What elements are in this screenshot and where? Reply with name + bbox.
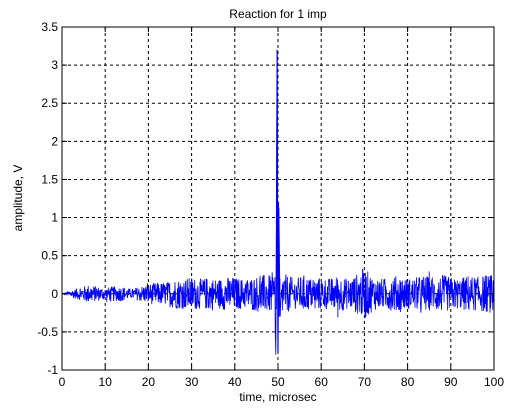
series-layer xyxy=(61,49,495,355)
y-tick-label: 2.5 xyxy=(41,96,58,110)
x-tick-label: 20 xyxy=(142,375,156,389)
y-tick-label: 3.5 xyxy=(41,20,58,34)
x-tick-label: 40 xyxy=(228,375,242,389)
ticks xyxy=(61,26,495,371)
x-tick-label: 80 xyxy=(401,375,415,389)
y-tick-label: 0.5 xyxy=(41,249,58,263)
y-axis-title: amplitude, V xyxy=(11,165,25,232)
y-tick-label: -1 xyxy=(47,363,58,377)
x-axis-title: time, microsec xyxy=(239,390,316,404)
y-tick-label: 0 xyxy=(51,287,58,301)
y-tick-label: 1 xyxy=(51,211,58,225)
chart-title: Reaction for 1 imp xyxy=(229,7,327,21)
tick-labels: 0 10 20 30 40 50 60 70 80 90 100 -1 -0.5 0 0.5 1 1.5 2 2.5… xyxy=(37,20,504,389)
x-tick-label: 70 xyxy=(358,375,372,389)
series-spike xyxy=(275,49,281,351)
x-tick-label: 90 xyxy=(444,375,458,389)
y-tick-label: 1.5 xyxy=(41,172,58,186)
x-tick-label: 100 xyxy=(484,375,504,389)
x-tick-label: 0 xyxy=(59,375,66,389)
y-tick-label: 2 xyxy=(51,134,58,148)
y-tick-label: 3 xyxy=(51,58,58,72)
x-tick-label: 30 xyxy=(185,375,199,389)
x-tick-label: 60 xyxy=(315,375,329,389)
x-tick-label: 10 xyxy=(99,375,113,389)
y-tick-label: -0.5 xyxy=(37,325,58,339)
x-tick-label: 50 xyxy=(271,375,285,389)
